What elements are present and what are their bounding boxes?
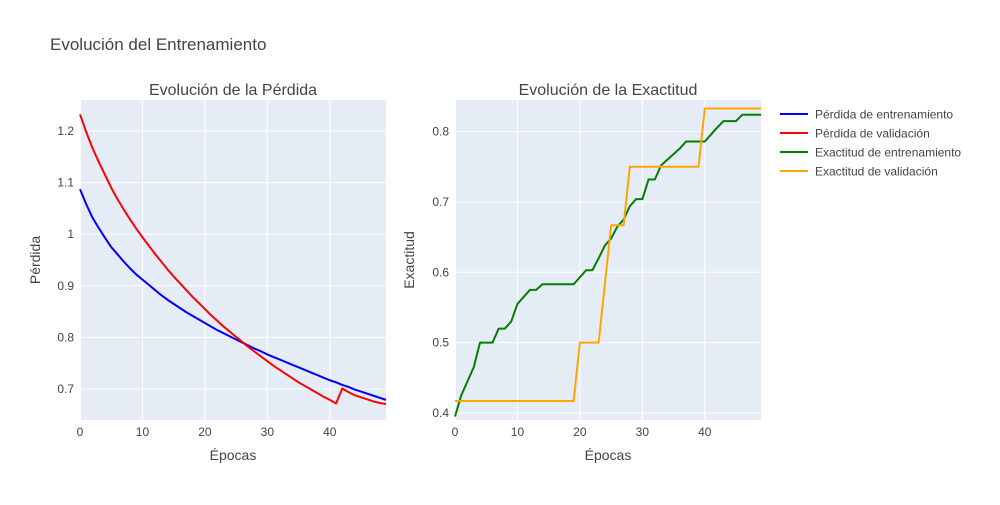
legend-label: Exactitud de entrenamiento: [815, 146, 961, 160]
x-tick-label: 40: [323, 425, 337, 439]
accuracy-ticks: 0 10 20 30 40 0.4 0.5 0.6 0.7 0.8: [432, 125, 711, 439]
series-line-p-rdida-de-entrenamiento: [79, 188, 387, 401]
loss-subplot-title: Evolución de la Pérdida: [149, 82, 317, 99]
legend-label: Exactitud de validación: [815, 165, 938, 179]
legend-item-train-loss[interactable]: Pérdida de entrenamiento: [780, 108, 953, 122]
x-tick-label: 10: [136, 425, 150, 439]
y-tick-label: 0.9: [57, 279, 74, 293]
y-tick-label: 0.4: [432, 406, 449, 420]
x-tick-label: 40: [698, 425, 712, 439]
loss-y-axis-label: Pérdida: [27, 236, 43, 284]
series-line-p-rdida-de-validaci-n: [79, 114, 387, 405]
x-tick-label: 30: [636, 425, 650, 439]
y-tick-label: 0.8: [432, 125, 449, 139]
x-tick-label: 10: [511, 425, 525, 439]
y-tick-label: 1: [67, 227, 74, 241]
series-line-exactitud-de-validaci-n: [455, 107, 761, 403]
y-tick-label: 0.7: [432, 195, 449, 209]
accuracy-x-axis-label: Épocas: [585, 447, 632, 463]
y-tick-label: 1.1: [57, 176, 74, 190]
y-tick-label: 0.6: [432, 265, 449, 279]
x-tick-label: 0: [77, 425, 84, 439]
accuracy-subplot-title: Evolución de la Exactitud: [519, 82, 698, 99]
figure-title: Evolución del Entrenamiento: [50, 35, 266, 54]
loss-plot-background: [80, 100, 386, 420]
x-tick-label: 20: [198, 425, 212, 439]
accuracy-grid: [454, 100, 761, 420]
y-tick-label: 0.7: [57, 382, 74, 396]
loss-ticks: 0 10 20 30 40 0.7 0.8 0.9 1 1.1 1.2: [57, 124, 336, 439]
loss-x-axis-label: Épocas: [210, 447, 257, 463]
accuracy-lines: [454, 107, 761, 417]
y-tick-label: 1.2: [57, 124, 74, 138]
x-tick-label: 0: [452, 425, 459, 439]
legend-item-val-loss[interactable]: Pérdida de validación: [780, 127, 930, 141]
x-tick-label: 30: [261, 425, 275, 439]
accuracy-y-axis-label: Exactitud: [401, 231, 417, 289]
legend-label: Pérdida de entrenamiento: [815, 108, 953, 122]
legend-item-train-acc[interactable]: Exactitud de entrenamiento: [780, 146, 961, 160]
loss-subplot: 0 10 20 30 40 0.7 0.8 0.9 1 1.1 1.2 Evolución de l…: [27, 82, 387, 463]
accuracy-subplot: 0 10 20 30 40 0.4 0.5 0.6 0.7 0.8 Evolución de la…: [401, 82, 761, 463]
y-tick-label: 0.8: [57, 330, 74, 344]
y-tick-label: 0.5: [432, 336, 449, 350]
legend: Pérdida de entrenamiento Pérdida de vali…: [780, 108, 961, 179]
loss-lines: [79, 114, 387, 405]
series-line-exactitud-de-entrenamiento: [454, 113, 761, 417]
legend-label: Pérdida de validación: [815, 127, 930, 141]
legend-item-val-acc[interactable]: Exactitud de validación: [780, 165, 938, 179]
x-tick-label: 20: [573, 425, 587, 439]
